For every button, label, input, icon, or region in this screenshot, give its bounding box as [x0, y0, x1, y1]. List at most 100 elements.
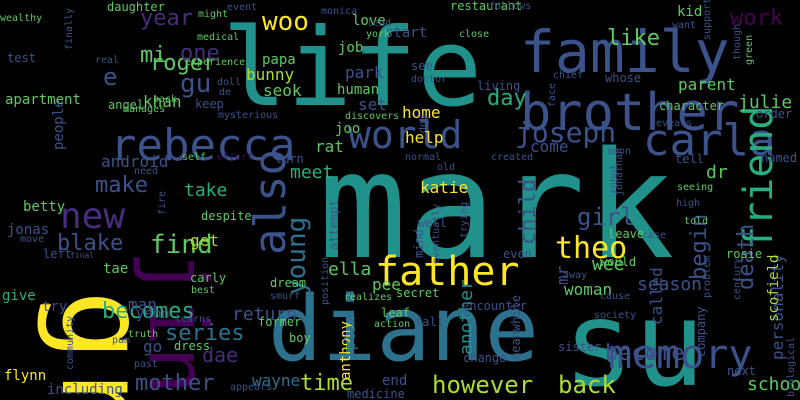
word-appears: appears [230, 382, 272, 393]
word-diane: diane [268, 277, 539, 382]
word-khan: khan [143, 92, 182, 111]
word-blake: blake [57, 231, 123, 256]
word-betty: betty [23, 199, 65, 215]
word-work: work [730, 6, 783, 31]
word-left: left [43, 247, 72, 261]
word-mother: mother [135, 371, 214, 396]
word-past: past [134, 359, 158, 370]
word-doctor: doctor [411, 74, 447, 85]
word-plan: plan [343, 316, 359, 350]
word-dr: dr [706, 162, 728, 183]
word-joo: joo [335, 121, 360, 137]
word-told: told [684, 216, 708, 227]
word-dream: dream [270, 276, 306, 290]
word-experience: experience [185, 57, 245, 68]
word-learns: learns [175, 314, 211, 325]
word-real: real [95, 55, 119, 66]
word-event: event [227, 2, 257, 13]
word-brother: brother [520, 83, 739, 143]
word-action: action [374, 319, 410, 330]
word-effort: effort [217, 152, 253, 163]
word-next: next [727, 364, 756, 378]
word-change: change [463, 351, 506, 365]
word-angel: angel [108, 98, 144, 112]
word-medical: medical [197, 32, 239, 43]
word-company: company [694, 306, 708, 357]
word-carly: carly [190, 271, 226, 285]
word-secret: secret [396, 286, 439, 300]
word-theo: theo [555, 231, 627, 266]
word-parent: parent [678, 75, 736, 94]
word-finally: finally [64, 8, 75, 50]
word-one: one [180, 41, 220, 66]
word-day: day [487, 86, 527, 111]
word-death: death [734, 224, 759, 290]
word-century: century [732, 258, 743, 300]
word-mysterious: mysterious [218, 110, 278, 121]
word-doll: doll [217, 77, 241, 88]
word-get: get [190, 231, 219, 250]
word-gu: gu [180, 69, 211, 99]
word-want: want [672, 20, 696, 31]
word-mi: mi [140, 43, 167, 68]
word-pee: pee [372, 275, 401, 294]
word-pam: pam [112, 335, 130, 346]
word-eventually: eventually [431, 204, 442, 264]
word-dress: dress [174, 339, 210, 353]
word-year: year [140, 6, 193, 31]
word-bunny: bunny [246, 65, 295, 84]
word-soon: soon [607, 146, 631, 157]
word-former: former [258, 315, 301, 329]
word-sister: sister [558, 340, 601, 354]
word-school: school [747, 374, 800, 395]
word-woo: woo [262, 7, 309, 37]
word-normal: normal [405, 152, 441, 163]
word-dog: dog [418, 115, 429, 133]
word-kid: kid [677, 4, 702, 20]
word-wealthy: wealthy [0, 13, 42, 24]
word-seok: seok [263, 81, 302, 100]
word-greg: greg [35, 290, 173, 400]
word-mark: mark [318, 120, 674, 292]
word-father: father [375, 249, 520, 295]
word-test: test [7, 51, 36, 65]
word-case: case [642, 230, 666, 241]
word-another: another [456, 279, 477, 355]
word-seeing: seeing [677, 182, 713, 193]
word-realizes: realizes [344, 292, 392, 303]
word-away: away [563, 270, 587, 281]
word-rosie: rosie [726, 247, 762, 261]
word-though: though [732, 24, 743, 60]
word-personality: personality [768, 254, 787, 360]
word-joseph: joseph [515, 116, 616, 149]
word-fall: fall [415, 315, 444, 329]
word-friend: friend [736, 106, 782, 251]
word-self: self [182, 152, 206, 163]
word-leave: leave [608, 227, 644, 241]
word-named: named [761, 151, 797, 165]
word-created: created [491, 152, 533, 163]
word-becomes: becomes [102, 299, 195, 324]
word-york: york [366, 29, 390, 40]
word-would: would [600, 255, 636, 269]
word-job: job [338, 40, 363, 56]
word-woman: woman [564, 280, 612, 299]
word-carla: carla [643, 115, 775, 166]
word-mr: mr [553, 265, 572, 285]
word-go: go [143, 337, 162, 356]
word-also: also [245, 149, 296, 255]
word-android: android [101, 152, 168, 171]
word-people: people [51, 99, 67, 150]
word-robot: robot [609, 164, 620, 194]
word-society: society [594, 310, 636, 321]
word-flynn: flynn [4, 368, 46, 384]
word-time: time [300, 371, 353, 396]
word-discovers: discovers [345, 111, 399, 122]
word-jonas: jonas [7, 222, 49, 238]
word-high: high [676, 198, 700, 209]
word-encounter: encounter [462, 299, 527, 313]
word-manages: manages [123, 104, 165, 115]
word-position: position [320, 257, 331, 305]
